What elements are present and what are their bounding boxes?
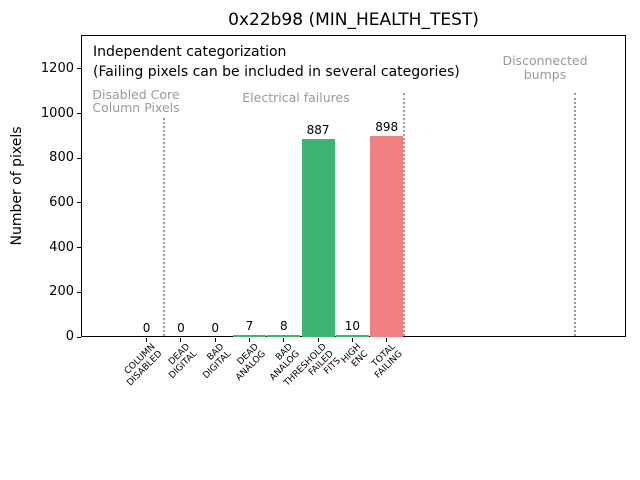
y-tick-label: 400 xyxy=(49,239,74,255)
region-label-disabled-core-column-pixels: Disabled Core Column Pixels xyxy=(92,88,179,114)
y-tick xyxy=(77,202,81,204)
note-failing-pixels: (Failing pixels can be included in sever… xyxy=(93,64,460,80)
y-tick xyxy=(77,68,81,70)
bar-threshold-failed-fits xyxy=(301,138,335,337)
y-tick-label: 600 xyxy=(49,194,74,210)
bar-value-label: 0 xyxy=(211,321,220,335)
bar-total-failing xyxy=(370,136,404,337)
x-tick xyxy=(317,338,319,342)
y-tick xyxy=(77,113,81,115)
bar-value-label: 0 xyxy=(177,321,185,335)
region-label-line: Disabled Core xyxy=(92,87,180,102)
bar-dead-analog xyxy=(233,335,266,337)
region-label-disconnected-bumps: Disconnected bumps xyxy=(502,54,587,82)
y-tick-label: 1200 xyxy=(40,60,74,76)
x-tick xyxy=(351,338,353,342)
separator-line xyxy=(574,93,577,336)
region-label-line: Electrical failures xyxy=(242,90,350,105)
separator-line xyxy=(162,118,165,336)
x-tick-label: DEAD ANALOG xyxy=(227,342,268,383)
y-tick-label: 0 xyxy=(65,329,74,344)
x-tick xyxy=(386,338,388,342)
bar-bad-analog xyxy=(267,335,301,337)
x-tick-label: TOTAL FAILING xyxy=(366,342,405,381)
bar-value-label: 7 xyxy=(245,319,254,334)
x-tick-label: DEAD DIGITAL xyxy=(160,342,199,381)
x-tick xyxy=(249,338,250,342)
bar-value-label: 898 xyxy=(375,120,399,135)
x-tick-label: BAD DIGITAL xyxy=(194,342,233,381)
x-tick xyxy=(283,338,285,342)
y-tick-label: 200 xyxy=(49,284,74,300)
x-tick xyxy=(146,338,148,342)
note-independent-categorization: Independent categorization xyxy=(93,44,287,60)
y-tick-label: 800 xyxy=(49,150,74,166)
y-tick xyxy=(77,157,81,159)
y-tick-label: 1000 xyxy=(40,105,74,121)
bar-high-enc xyxy=(335,334,369,337)
region-label-line: Disconnected xyxy=(502,53,588,68)
bar-value-label: 8 xyxy=(279,319,288,334)
x-tick-label: COLUMN DISABLED xyxy=(118,342,165,388)
chart-title: 0x22b98 (MIN_HEALTH_TEST) xyxy=(228,10,479,30)
y-tick xyxy=(77,291,81,293)
x-tick xyxy=(214,338,216,342)
x-tick-label: HIGH ENC xyxy=(340,342,371,373)
separator-line xyxy=(402,93,405,336)
region-label-line: bumps xyxy=(523,67,567,82)
y-tick xyxy=(77,247,81,249)
bar-value-label: 10 xyxy=(344,318,361,333)
x-tick xyxy=(180,338,182,342)
bar-value-label: 887 xyxy=(306,122,330,137)
y-tick xyxy=(77,336,81,338)
region-label-line: Column Pixels xyxy=(92,100,180,115)
bar-value-label: 0 xyxy=(142,321,151,335)
region-label-electrical-failures: Electrical failures xyxy=(242,91,349,104)
